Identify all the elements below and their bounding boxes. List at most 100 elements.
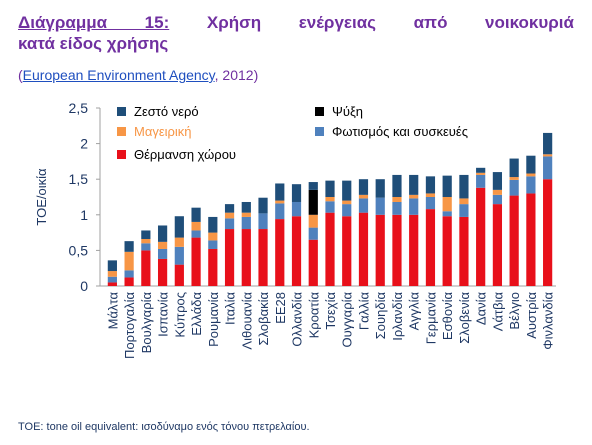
bar-segment <box>275 203 285 220</box>
x-tick-label: Δανία <box>474 292 489 326</box>
legend-label: Ψύξη <box>332 104 363 119</box>
bar-segment <box>191 221 201 231</box>
bar-segment <box>191 207 201 222</box>
bar-segment <box>492 189 503 195</box>
bar-segment <box>124 251 134 271</box>
y-tick-label: 0,5 <box>69 242 89 258</box>
title-line-2: κατά είδος χρήσης <box>18 34 169 53</box>
x-tick-label: Ιταλία <box>223 292 238 325</box>
bar-segment <box>442 197 452 212</box>
source-link[interactable]: European Environment Agency <box>22 67 215 83</box>
bar-segment <box>492 194 503 205</box>
bar-segment <box>342 200 352 205</box>
bar-segment <box>526 193 536 286</box>
bar-segment <box>375 179 385 198</box>
bar-segment <box>442 175 452 197</box>
x-tick-label: Φινλανδία <box>541 292 556 350</box>
bar-segment <box>291 201 302 217</box>
title-line-1: Διάγραμμα 15: Χρήση ενέργειας από νοικοκ… <box>18 12 574 33</box>
legend-swatch <box>315 127 324 136</box>
bar-segment <box>543 132 553 155</box>
footnote: TOE: tone oil equivalent: ισοδύναμο ενός… <box>18 421 310 433</box>
bar-segment <box>291 216 302 286</box>
x-tick-label: ΕΕ28 <box>273 292 288 324</box>
bar-segment <box>141 250 151 286</box>
bar-segment <box>157 258 168 286</box>
y-tick-label: 1,5 <box>69 171 89 187</box>
bar-segment <box>459 216 469 286</box>
bar-segment <box>275 219 285 286</box>
bar-segment <box>241 201 251 213</box>
bar-segment <box>342 204 352 217</box>
x-tick-label: Γαλλία <box>356 292 371 331</box>
bar-segment <box>543 156 553 180</box>
bar-segment <box>543 179 553 286</box>
bar-segment <box>526 155 536 174</box>
legend-label: Θέρμανση χώρου <box>134 147 236 162</box>
y-tick-label: 2 <box>80 136 88 152</box>
x-tick-label: Κροατία <box>306 292 321 339</box>
bar-segment <box>526 173 536 177</box>
bar-segment <box>375 197 385 215</box>
bar-segment <box>325 212 335 286</box>
x-tick-label: Ιρλανδία <box>390 292 405 341</box>
x-tick-label: Σουηδία <box>373 292 388 340</box>
bar-segment <box>358 179 369 195</box>
bar-segment <box>342 180 352 201</box>
bar-segment <box>392 174 402 197</box>
bar-segment <box>174 264 184 286</box>
legend-swatch <box>315 107 324 116</box>
bar-segment <box>543 154 553 157</box>
bar-segment <box>442 216 452 286</box>
x-tick-label: Λάτβια <box>490 292 505 332</box>
bar-segment <box>258 213 268 230</box>
x-tick-label: Αγγλία <box>407 292 422 331</box>
x-tick-label: Ρουμανία <box>206 292 221 347</box>
bar-segment <box>509 158 519 178</box>
bar-segment <box>107 271 117 277</box>
x-tick-label: Τσεχία <box>323 292 338 330</box>
bar-segment <box>476 172 486 175</box>
x-tick-label: Ουγγαρία <box>340 292 355 348</box>
bar-segment <box>191 237 201 286</box>
bar-segment <box>124 270 134 278</box>
bar-segment <box>476 187 486 286</box>
bar-segment <box>107 260 117 272</box>
x-tick-label: Μάλτα <box>105 292 120 330</box>
title-prefix: Διάγραμμα 15: <box>18 13 170 32</box>
legend-swatch <box>117 107 126 116</box>
y-tick-label: 2,5 <box>69 100 89 116</box>
x-tick-label: Βουλγαρία <box>139 292 154 354</box>
bar-segment <box>392 214 402 286</box>
bar-segment <box>174 237 184 247</box>
bar-segment <box>425 193 436 197</box>
bar-segment <box>224 229 235 286</box>
x-tick-label: Κύπρος <box>172 292 187 338</box>
bar-segment <box>124 241 134 252</box>
x-tick-label: Αυστρία <box>524 292 539 339</box>
bar-segment <box>358 212 369 286</box>
bar-segment <box>392 201 402 215</box>
bar-segment <box>375 214 385 286</box>
x-tick-label: Βέλγιο <box>507 292 522 330</box>
legend-swatch <box>117 127 126 136</box>
bar-segment <box>459 204 469 217</box>
bar-segment <box>157 225 168 242</box>
bar-segment <box>526 176 536 194</box>
bar-segment <box>241 216 251 230</box>
chart-title: Διάγραμμα 15: Χρήση ενέργειας από νοικοκ… <box>18 12 574 54</box>
bar-segment <box>308 239 318 286</box>
bar-segment <box>208 240 218 249</box>
bar-segment <box>291 184 302 202</box>
bar-segment <box>107 282 117 286</box>
bar-segment <box>308 227 318 240</box>
bar-segment <box>224 212 235 219</box>
legend-label: Ζεστό νερό <box>134 104 199 119</box>
bar-segment <box>208 232 218 241</box>
bar-segment <box>425 197 436 210</box>
legend-label: Φωτισμός και συσκευές <box>332 124 468 139</box>
bar-segment <box>509 195 519 286</box>
source-tail: , 2012) <box>214 67 259 83</box>
x-tick-label: Ισπανία <box>156 292 171 337</box>
